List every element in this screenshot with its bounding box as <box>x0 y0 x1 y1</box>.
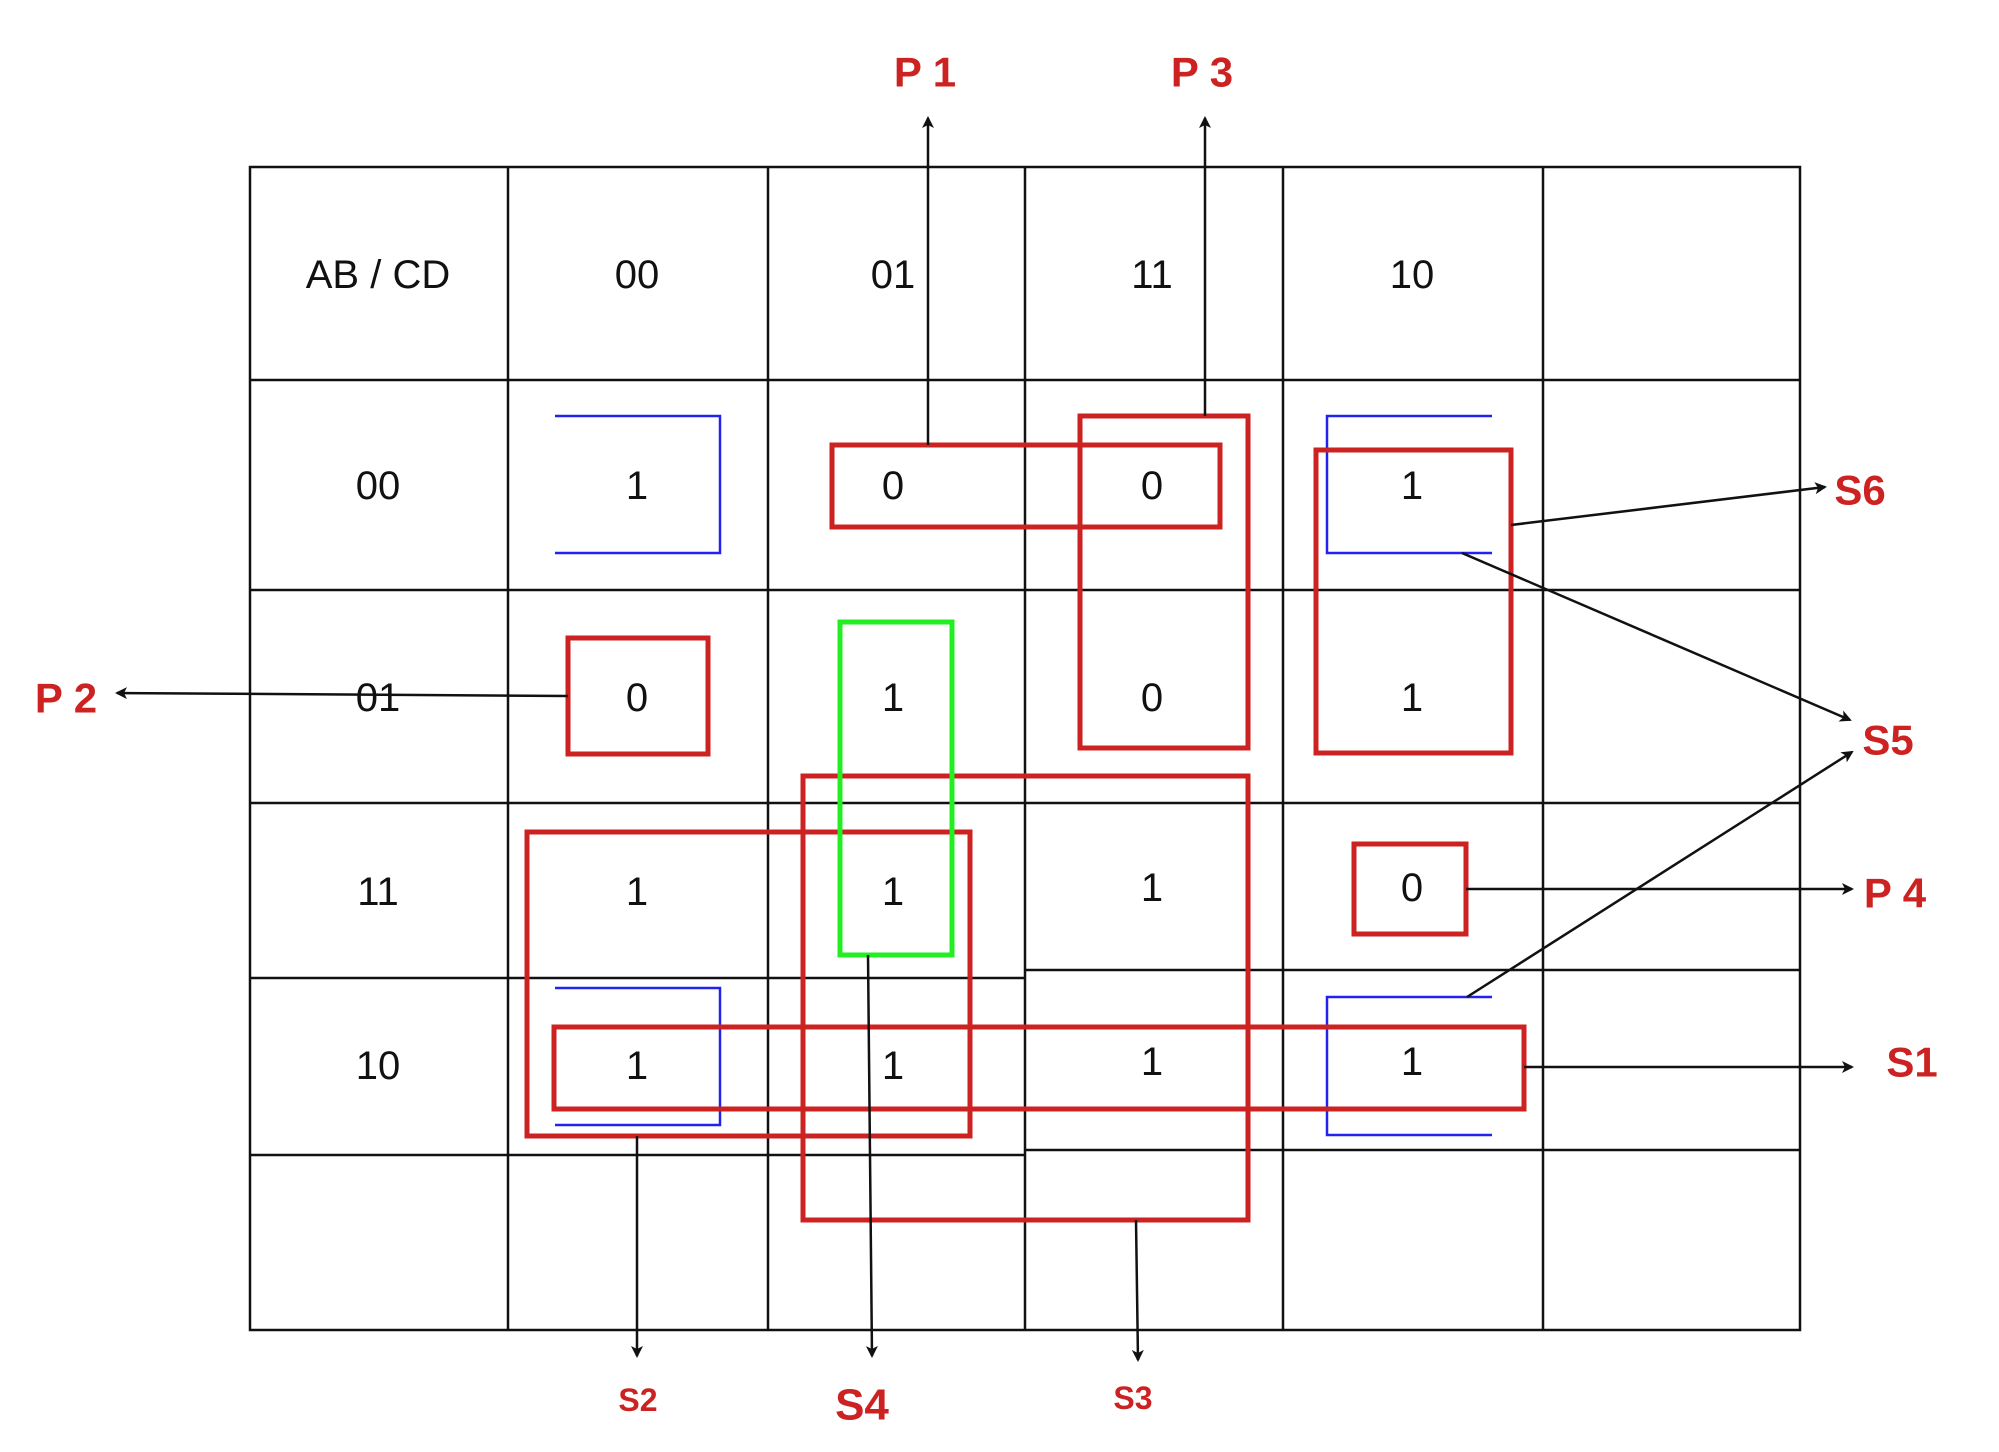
arrow-s3 <box>1131 1219 1144 1362</box>
blue-bracket-top-right <box>1325 414 1492 555</box>
cell-r1-c2: 0 <box>1141 676 1163 720</box>
group-box-s3 <box>800 773 1251 1223</box>
row-header-11: 11 <box>357 870 399 914</box>
arrow-s5-bottom <box>1466 750 1854 999</box>
column-header-11: 11 <box>1131 253 1173 297</box>
kmap-grid <box>248 165 1802 1332</box>
cell-r2-c1: 1 <box>882 870 904 914</box>
group-box-s6 <box>1313 447 1514 756</box>
cell-r1-c3: 1 <box>1401 676 1423 720</box>
corner-header: AB / CD <box>306 253 450 297</box>
column-header-00: 00 <box>615 253 660 297</box>
column-header-01: 01 <box>871 253 916 297</box>
cell-r3-c3: 1 <box>1401 1040 1423 1084</box>
arrow-s5-top <box>1461 551 1852 722</box>
label-s1: S1 <box>1886 1039 1937 1086</box>
group-box-p3 <box>1077 413 1251 751</box>
label-s3: S3 <box>1113 1380 1152 1416</box>
label-p3: P 3 <box>1171 49 1233 96</box>
kmap-cells: 1 0 0 1 0 1 0 1 1 1 1 0 1 1 1 1 <box>626 464 1423 1088</box>
cell-r0-c0: 1 <box>626 464 648 508</box>
label-s4: S4 <box>835 1381 889 1430</box>
column-header-10: 10 <box>1390 253 1435 297</box>
cell-r1-c1: 1 <box>882 676 904 720</box>
label-p2: P 2 <box>35 675 97 722</box>
group-labels: P 1 P 3 P 2 S6 S5 P 4 S1 S2 S4 S3 <box>35 49 1938 1430</box>
label-s2: S2 <box>618 1382 657 1418</box>
row-header-01: 01 <box>356 676 401 720</box>
group-box-s1 <box>551 1024 1527 1112</box>
cell-r3-c0: 1 <box>626 1044 648 1088</box>
cell-r3-c1: 1 <box>882 1044 904 1088</box>
cell-r1-c0: 0 <box>626 676 648 720</box>
cell-r0-c2: 0 <box>1141 464 1163 508</box>
arrow-p2 <box>115 687 569 700</box>
cell-r3-c2: 1 <box>1141 1040 1163 1084</box>
cell-r0-c3: 1 <box>1401 464 1423 508</box>
group-box-s4 <box>837 619 955 958</box>
label-arrows <box>115 116 1854 1362</box>
group-box-p1 <box>829 442 1223 530</box>
blue-group-brackets <box>555 414 1492 1137</box>
label-s6: S6 <box>1834 467 1885 514</box>
cell-r0-c1: 0 <box>882 464 904 508</box>
arrow-s6 <box>1510 482 1827 527</box>
label-p4: P 4 <box>1864 870 1927 917</box>
cell-r2-c3: 0 <box>1401 866 1423 910</box>
row-header-00: 00 <box>356 464 401 508</box>
kmap-headers: AB / CD 00 01 11 10 00 01 11 10 <box>306 253 1434 1088</box>
row-header-10: 10 <box>356 1044 401 1088</box>
blue-bracket-bottom-left <box>555 986 722 1127</box>
group-box-s2 <box>524 829 973 1139</box>
label-s5: S5 <box>1862 717 1913 764</box>
cell-r2-c2: 1 <box>1141 866 1163 910</box>
blue-bracket-top-left <box>555 414 722 555</box>
cell-r2-c0: 1 <box>626 870 648 914</box>
arrow-s4 <box>865 954 878 1358</box>
label-p1: P 1 <box>894 49 956 96</box>
blue-bracket-bottom-right <box>1325 995 1492 1137</box>
